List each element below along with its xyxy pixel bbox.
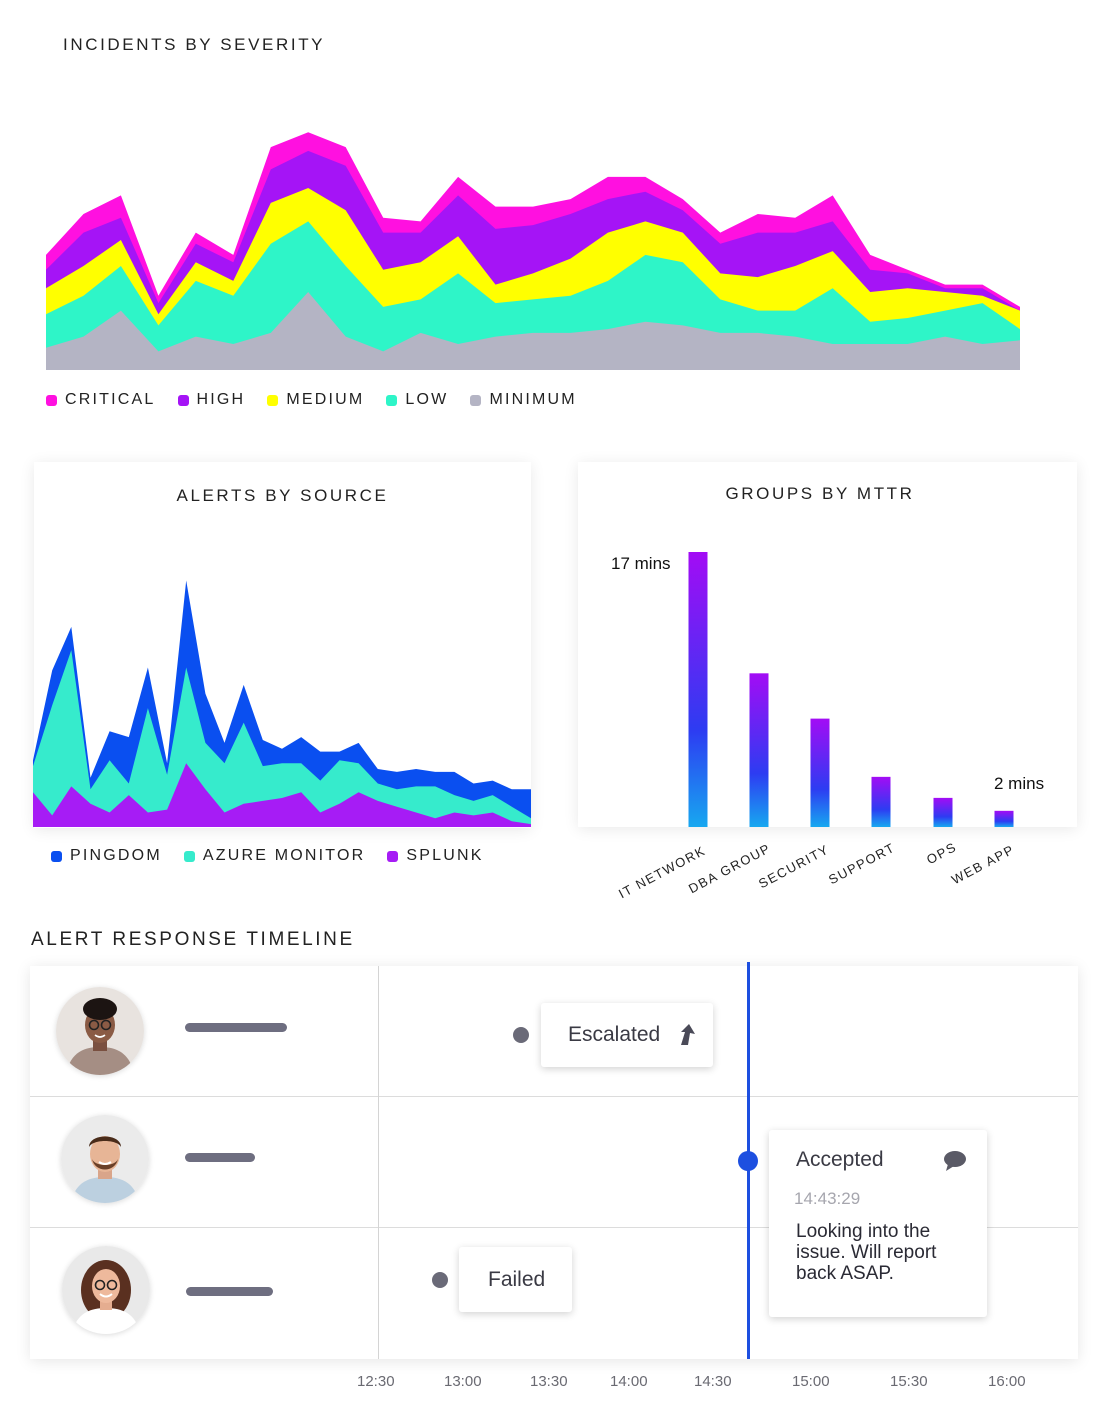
legend-item-minimum[interactable]: MINIMUM bbox=[470, 391, 576, 409]
bar-ops[interactable] bbox=[933, 797, 953, 827]
legend-swatch bbox=[387, 850, 399, 862]
event-marker[interactable] bbox=[432, 1272, 448, 1288]
mttr-bar-chart bbox=[688, 552, 1014, 827]
bar-web-app[interactable] bbox=[994, 810, 1014, 827]
accepted-event-card[interactable]: Accepted 14:43:29 Looking into the issue… bbox=[769, 1130, 987, 1317]
incidents-legend: CRITICAL HIGH MEDIUM LOW MINIMUM bbox=[46, 391, 599, 409]
legend-swatch bbox=[177, 394, 189, 406]
timeline-card: Escalated Failed bbox=[30, 962, 1078, 1359]
mttr-max-label: 17 mins bbox=[611, 554, 671, 573]
event-label: Failed bbox=[488, 1268, 546, 1291]
area-series-azure-monitor[interactable] bbox=[33, 650, 531, 827]
event-label: Accepted bbox=[796, 1148, 884, 1171]
time-axis-tick: 12:30 bbox=[357, 1373, 395, 1390]
legend-label: SPLUNK bbox=[406, 847, 484, 864]
legend-swatch bbox=[470, 394, 482, 406]
legend-item-azure-monitor[interactable]: AZURE MONITOR bbox=[183, 847, 366, 865]
legend-swatch bbox=[267, 394, 279, 406]
current-time-marker[interactable] bbox=[738, 1151, 758, 1171]
avatar[interactable] bbox=[56, 987, 144, 1075]
alerts-chart-title: ALERTS BY SOURCE bbox=[176, 486, 389, 505]
incidents-area-chart bbox=[46, 132, 1020, 370]
legend-label: HIGH bbox=[196, 391, 246, 408]
incidents-chart-title: INCIDENTS BY SEVERITY bbox=[63, 35, 326, 54]
time-axis-tick: 15:30 bbox=[890, 1373, 928, 1390]
comment-icon bbox=[944, 1151, 966, 1171]
timeline-column-divider bbox=[378, 966, 379, 1359]
legend-label: CRITICAL bbox=[65, 391, 156, 408]
legend-item-critical[interactable]: CRITICAL bbox=[46, 391, 156, 409]
time-axis-tick: 16:00 bbox=[988, 1373, 1026, 1390]
time-axis-tick: 13:00 bbox=[444, 1373, 482, 1390]
legend-label: MINIMUM bbox=[489, 391, 577, 408]
legend-label: LOW bbox=[405, 391, 449, 408]
escalate-arrow-icon bbox=[681, 1024, 695, 1045]
time-axis-tick: 14:30 bbox=[694, 1373, 732, 1390]
legend-swatch bbox=[51, 850, 62, 862]
bar-support[interactable] bbox=[871, 776, 891, 827]
user-name-placeholder bbox=[185, 1023, 287, 1032]
avatar[interactable] bbox=[62, 1246, 150, 1334]
timeline-title: ALERT RESPONSE TIMELINE bbox=[31, 929, 355, 950]
legend-item-low[interactable]: LOW bbox=[386, 391, 448, 409]
legend-label: MEDIUM bbox=[286, 391, 365, 408]
legend-item-high[interactable]: HIGH bbox=[177, 391, 246, 409]
event-timestamp: 14:43:29 bbox=[794, 1189, 861, 1208]
timeline-row bbox=[30, 1097, 1078, 1228]
failed-event-card[interactable]: Failed bbox=[459, 1247, 572, 1312]
area-series-splunk[interactable] bbox=[33, 763, 531, 827]
user-name-placeholder bbox=[185, 1153, 255, 1162]
alerts-legend: PINGDOM AZURE MONITOR SPLUNK bbox=[51, 847, 506, 865]
legend-label: AZURE MONITOR bbox=[202, 847, 366, 864]
event-marker[interactable] bbox=[513, 1027, 529, 1043]
legend-swatch bbox=[183, 850, 195, 862]
legend-item-splunk[interactable]: SPLUNK bbox=[387, 847, 483, 865]
legend-swatch bbox=[386, 394, 398, 406]
alerts-area-chart bbox=[33, 580, 531, 827]
legend-item-pingdom[interactable]: PINGDOM bbox=[51, 847, 162, 865]
bar-it-network[interactable] bbox=[688, 552, 708, 827]
time-axis-tick: 14:00 bbox=[610, 1373, 648, 1390]
time-axis-tick: 15:00 bbox=[792, 1373, 830, 1390]
time-axis-tick: 13:30 bbox=[530, 1373, 568, 1390]
legend-label: PINGDOM bbox=[70, 847, 162, 864]
user-name-placeholder bbox=[186, 1287, 273, 1296]
mttr-chart-title: GROUPS BY MTTR bbox=[725, 484, 915, 503]
mttr-min-label: 2 mins bbox=[994, 774, 1045, 793]
timeline-row bbox=[30, 966, 1078, 1097]
avatar[interactable] bbox=[61, 1115, 149, 1203]
bar-dba-group[interactable] bbox=[749, 673, 769, 827]
legend-item-medium[interactable]: MEDIUM bbox=[267, 391, 364, 409]
escalated-event-card[interactable]: Escalated bbox=[541, 1003, 713, 1067]
bar-security[interactable] bbox=[810, 718, 830, 827]
area-series-minimum[interactable] bbox=[46, 292, 1020, 370]
event-message: Looking into the issue. Will report back… bbox=[796, 1221, 937, 1284]
legend-swatch bbox=[46, 394, 57, 406]
event-label: Escalated bbox=[568, 1023, 661, 1046]
